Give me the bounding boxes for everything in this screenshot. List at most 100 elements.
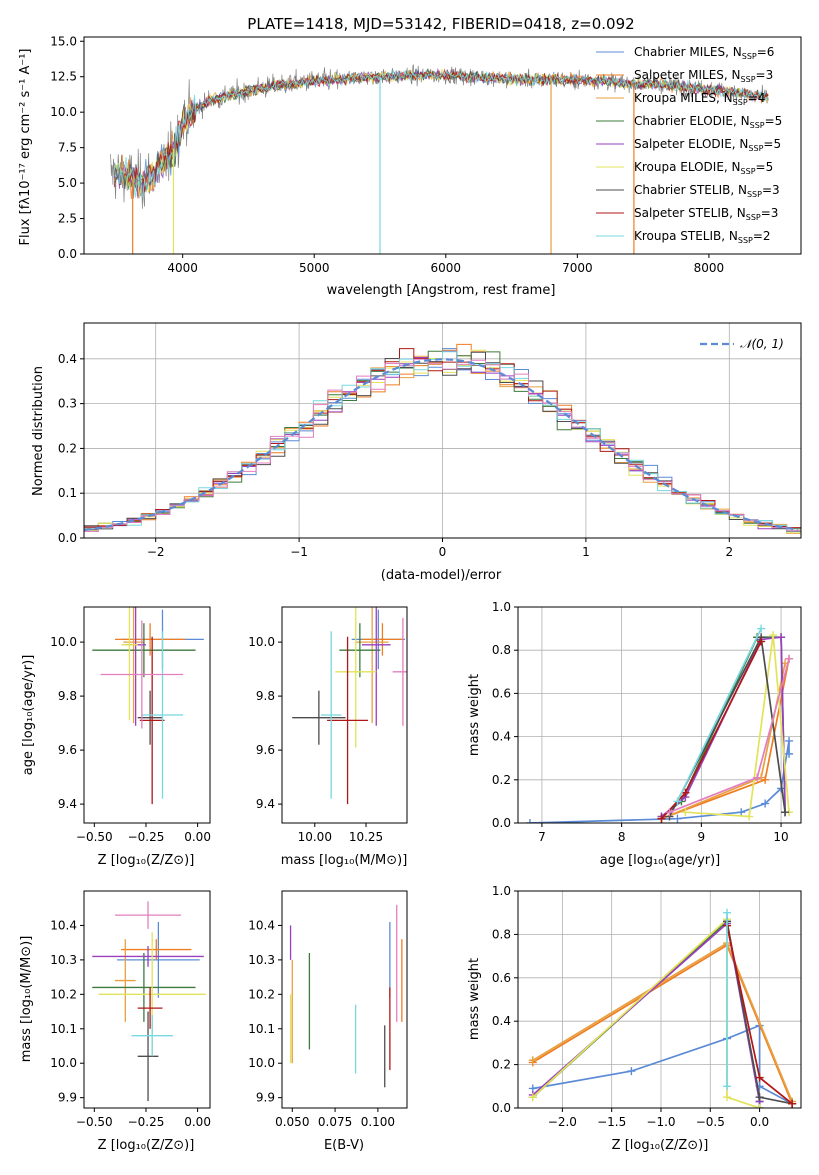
y-tick-label: 0.0	[492, 1101, 511, 1115]
mass-weight-line	[532, 1024, 793, 1105]
legend-label-value: =4	[748, 91, 766, 105]
x-tick-label: 10.25	[349, 830, 383, 844]
y-tick-label: 10.0	[50, 1056, 77, 1070]
x-tick-label: −2	[147, 545, 165, 559]
y-tick-label: 2.5	[58, 212, 77, 226]
y-tick-label: 9.8	[256, 689, 275, 703]
mwAge-xlabel: age [log₁₀(age/yr)]	[600, 853, 721, 868]
y-tick-label: 9.9	[58, 1091, 77, 1105]
plot-content	[525, 624, 794, 823]
y-tick-label: 1.0	[492, 600, 511, 614]
x-tick-label: 8000	[694, 261, 725, 275]
y-tick-label: 7.5	[58, 141, 77, 155]
legend-label-subscript: SSP	[750, 121, 765, 130]
x-tick-label: 0.00	[184, 830, 211, 844]
plot-content	[92, 901, 206, 1102]
x-tick-label: 8	[618, 830, 626, 844]
y-tick-label: 0.2	[492, 1058, 511, 1072]
x-tick-label: 4000	[167, 261, 198, 275]
histogram-step-line	[84, 348, 801, 529]
age-vs-mass-panel: mass [log₁₀(M/M⊙)] 10.00 10.25 9.4 9.6 9.8 10…	[248, 606, 408, 868]
x-tick-label: 1	[582, 545, 590, 559]
x-tick-label: −0.25	[128, 830, 165, 844]
mass-weight-marker	[769, 631, 778, 640]
y-tick-label: 0.8	[492, 927, 511, 941]
plot-content	[84, 343, 801, 534]
mass-weight-marker	[781, 808, 790, 817]
y-tick-label: 0.0	[58, 531, 77, 545]
hist-xlabel: (data-model)/error	[381, 568, 502, 583]
x-tick-label: 0.050	[275, 1115, 309, 1129]
legend-label-value: =5	[763, 137, 781, 151]
x-tick-label: 6000	[431, 261, 462, 275]
ageZ-xlabel: Z [log₁₀(Z/Z⊙)]	[98, 853, 195, 868]
y-tick-label: 9.4	[58, 797, 77, 811]
legend-label-value: =3	[756, 68, 774, 82]
x-tick-label: 0.100	[361, 1115, 395, 1129]
mass-weight-marker	[528, 1056, 537, 1065]
x-tick-label: −0.50	[76, 830, 113, 844]
legend-label-subscript: SSP	[742, 52, 757, 61]
y-tick-label: 9.9	[256, 1091, 275, 1105]
x-tick-label: −0.25	[128, 1115, 165, 1129]
y-tick-label: 9.6	[58, 743, 77, 757]
mass-weight-marker	[723, 1082, 732, 1091]
ageM-xlabel: mass [log₁₀(M/M⊙)]	[281, 853, 408, 868]
y-tick-label: 10.1	[248, 1022, 275, 1036]
x-tick-label: 7000	[562, 261, 593, 275]
mass-weight-marker	[755, 1073, 764, 1082]
plot-content	[109, 63, 769, 254]
legend-label: Salpeter ELODIE, NSSP=5	[634, 137, 781, 153]
legend-label: Chabrier MILES, NSSP=6	[634, 45, 774, 61]
histogram-step-line	[84, 351, 801, 532]
x-tick-label: 0.00	[184, 1115, 211, 1129]
axes-frame	[83, 890, 211, 1109]
y-tick-label: 0.4	[492, 1014, 511, 1028]
y-tick-label: 0.2	[58, 441, 77, 455]
mE-xlabel: E(B-V)	[324, 1138, 364, 1153]
mass-weight-marker	[757, 624, 766, 633]
y-tick-label: 10.1	[50, 1022, 77, 1036]
y-tick-label: 0.0	[58, 247, 77, 261]
y-tick-label: 10.3	[50, 953, 77, 967]
legend-label: Kroupa MILES, NSSP=4	[634, 91, 765, 107]
spectrum-panel: PLATE=1418, MJD=53142, FIBERID=0418, z=0…	[18, 15, 802, 298]
mass-weight-marker	[681, 808, 690, 817]
mass-weight-marker	[681, 788, 690, 797]
y-tick-label: 9.8	[58, 689, 77, 703]
spectrum-xlabel: wavelength [Angstrom, rest frame]	[327, 283, 556, 298]
ageZ-ylabel: age [log₁₀(age/yr)]	[21, 655, 36, 776]
mass-weight-marker	[723, 908, 732, 917]
age-vs-metallicity-panel: Z [log₁₀(Z/Z⊙)] age [log₁₀(age/yr)] −0.5…	[21, 606, 211, 868]
y-tick-label: 10.0	[50, 105, 77, 119]
legend-label: Salpeter STELIB, NSSP=3	[634, 206, 778, 222]
y-tick-label: 9.6	[256, 743, 275, 757]
mass-vs-ebv-panel: E(B-V) 0.050 0.075 0.100 9.9 10.0 10.1 10.2 10.…	[248, 890, 408, 1153]
y-tick-label: 15.0	[50, 34, 77, 48]
x-tick-label: 2	[725, 545, 733, 559]
x-tick-label: −0.50	[76, 1115, 113, 1129]
mass-weight-marker	[673, 797, 682, 806]
y-tick-label: 0.2	[492, 773, 511, 787]
x-tick-label: 10	[773, 830, 788, 844]
x-tick-label: −2.0	[548, 1115, 577, 1129]
legend-label-value: =5	[765, 114, 783, 128]
normal-distribution-curve	[84, 358, 799, 532]
y-tick-label: 0.6	[492, 686, 511, 700]
legend-label-subscript: SSP	[747, 190, 762, 199]
mass-weight-marker	[525, 819, 534, 823]
mass-weight-marker	[737, 808, 746, 817]
mass-weight-marker	[627, 1067, 636, 1076]
legend-label-value: =3	[761, 206, 779, 220]
mass-weight-marker	[755, 1093, 764, 1102]
mZ-ylabel: mass [log₁₀(M/M⊙)]	[19, 936, 34, 1063]
y-tick-label: 0.3	[58, 397, 77, 411]
plot-content	[528, 908, 797, 1108]
mZ-xlabel: Z [log₁₀(Z/Z⊙)]	[98, 1138, 195, 1153]
mwZ-xlabel: Z [log₁₀(Z/Z⊙)]	[612, 1138, 709, 1153]
mass-weight-marker	[785, 654, 794, 663]
spectrum-ylabel: Flux [fλ10⁻¹⁷ erg cm⁻² s⁻¹ A⁻¹]	[18, 49, 33, 246]
mass-weight-marker	[755, 1104, 764, 1108]
x-tick-label: −1	[290, 545, 308, 559]
mass-weight-line	[676, 628, 762, 802]
